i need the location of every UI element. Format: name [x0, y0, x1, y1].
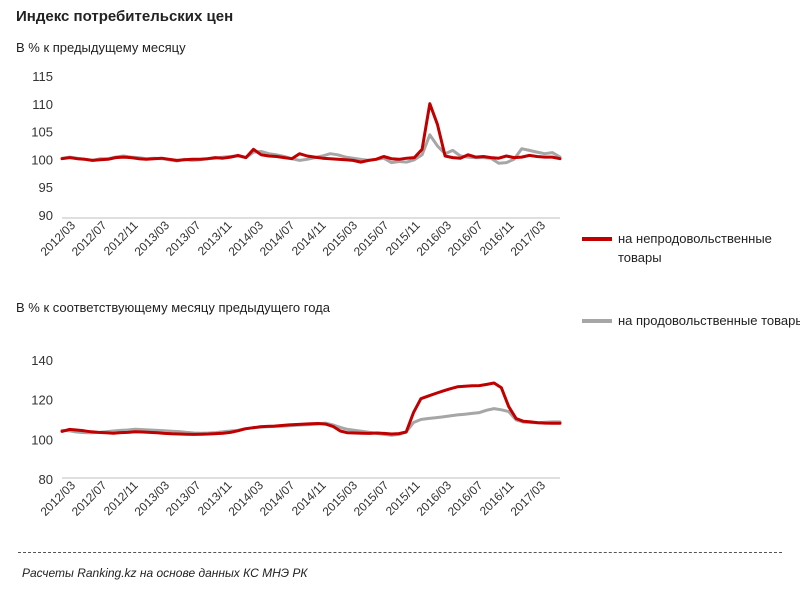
chart-2-x-tick-label: 2016/07	[445, 478, 486, 519]
chart-2-y-tick-label: 140	[31, 353, 53, 368]
chart-2-y-tick-label: 80	[39, 472, 53, 487]
source-note: Расчеты Ranking.kz на основе данных КС М…	[22, 566, 308, 580]
chart-1-x-tick-label: 2017/03	[508, 218, 549, 259]
legend-label-food: на продовольственные товары	[618, 313, 800, 328]
chart-1-x-tick-label: 2015/07	[351, 218, 392, 259]
chart-2-subtitle: В % к соответствующему месяцу предыдущег…	[16, 300, 330, 315]
chart-2-y-tick-label: 100	[31, 432, 53, 447]
chart-1-x-tick-label: 2014/07	[257, 218, 298, 259]
chart-title: Индекс потребительских цен	[16, 8, 234, 25]
chart-1-monthly: 90951001051101152012/032012/072012/11201…	[31, 69, 562, 259]
legend-swatch-food	[582, 319, 612, 323]
chart-1-y-tick-label: 90	[39, 208, 53, 223]
chart-1-x-tick-label: 2012/07	[69, 218, 110, 259]
chart-2-x-tick-label: 2013/07	[163, 478, 204, 519]
chart-1-series-nonfood-line	[60, 102, 562, 164]
chart-2-y-tick-label: 120	[31, 393, 53, 408]
chart-2-x-tick-label: 2014/07	[257, 478, 298, 519]
chart-1-x-tick-label: 2013/07	[163, 218, 204, 259]
footer-divider	[18, 552, 782, 553]
chart-2-x-tick-label: 2017/03	[508, 478, 549, 519]
chart-1-y-tick-label: 95	[39, 180, 53, 195]
chart-1-y-tick-label: 115	[32, 69, 53, 84]
chart-1-subtitle: В % к предыдущему месяцу	[16, 40, 186, 55]
chart-1-x-tick-label: 2016/07	[445, 218, 486, 259]
legend-swatch-nonfood	[582, 237, 612, 241]
chart-2-x-tick-label: 2012/07	[69, 478, 110, 519]
chart-1-y-tick-label: 110	[32, 97, 53, 112]
chart-2-yearly: 801001201402012/032012/072012/112013/032…	[31, 353, 562, 519]
chart-1-y-tick-label: 105	[31, 125, 53, 140]
chart-1-y-tick-label: 100	[31, 152, 53, 167]
chart-2-series-nonfood-line	[60, 381, 562, 436]
chart-2-x-tick-label: 2015/07	[351, 478, 392, 519]
legend-label-nonfood: на непродовольственные товары	[618, 231, 772, 265]
